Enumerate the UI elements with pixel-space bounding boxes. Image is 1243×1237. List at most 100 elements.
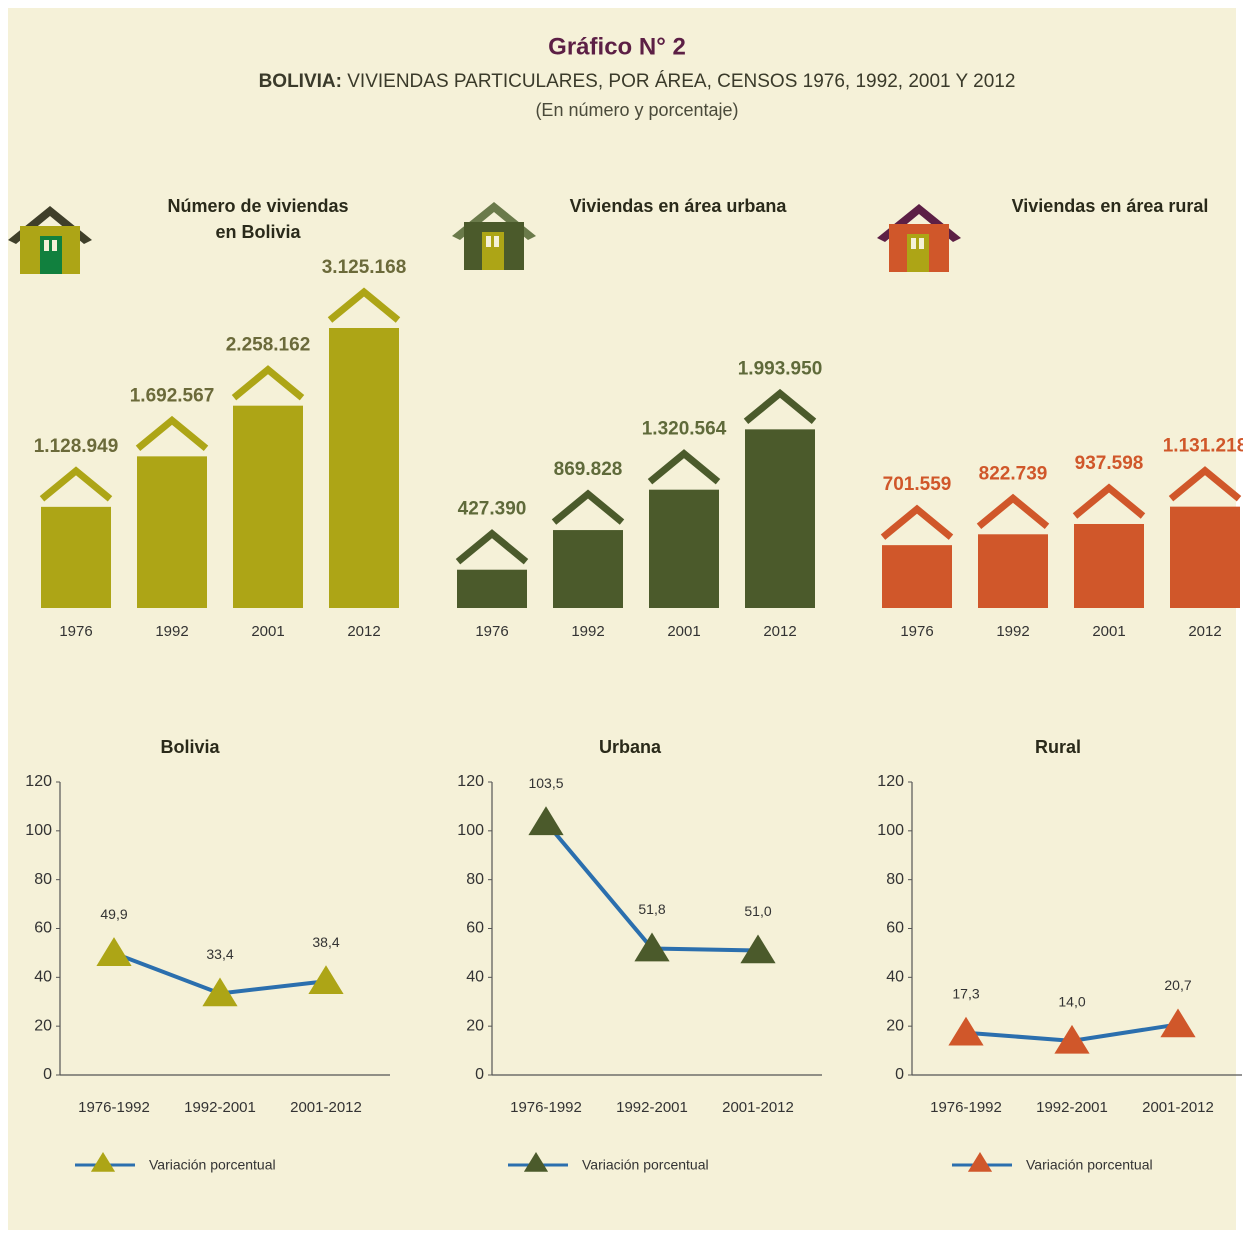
y-tick-label: 60 [886,920,904,937]
roof [327,287,401,323]
y-tick-label: 0 [895,1066,904,1083]
marker [96,937,132,966]
roof [551,489,625,525]
legend-marker [90,1152,116,1172]
y-tick-label: 40 [886,969,904,986]
chart-title: en Bolivia [215,222,301,242]
panel [8,8,1236,1230]
value-label: 1.993.950 [738,358,823,379]
point-label: 17,3 [952,985,979,1001]
bar [745,429,815,608]
legend-label: Variación porcentual [149,1157,276,1173]
house-icon [877,204,961,272]
y-tick-label: 60 [466,920,484,937]
note: (En número y porcentaje) [535,100,738,120]
x-tick-label: 1992-2001 [184,1099,256,1116]
x-tick-label: 2001 [667,623,700,640]
roof [231,365,305,401]
chart-title: Viviendas en área rural [1012,196,1209,216]
marker [1160,1008,1196,1038]
roof [135,415,209,452]
roof [976,493,1050,529]
marker [1054,1024,1090,1054]
y-tick-label: 20 [34,1017,52,1034]
roof [880,504,954,540]
roof [39,466,113,502]
x-tick-label: 1976 [900,623,933,640]
value-label: 937.598 [1075,453,1144,474]
y-tick-label: 80 [466,871,484,888]
y-tick-label: 80 [886,871,904,888]
value-label: 701.559 [883,474,952,495]
bar [41,506,111,608]
y-tick-label: 40 [34,969,52,986]
legend-marker [523,1152,549,1172]
y-tick-label: 20 [886,1017,904,1034]
x-tick-label: 2012 [763,623,796,640]
roof [1072,483,1146,519]
value-label: 822.739 [979,463,1048,484]
value-label: 427.390 [458,499,527,520]
point-label: 51,8 [638,901,665,917]
legend-label: Variación porcentual [1026,1157,1153,1173]
point-label: 103,5 [528,775,563,791]
x-tick-label: 1976-1992 [78,1099,150,1116]
point-label: 49,9 [100,906,127,922]
x-tick-label: 2001 [251,623,284,640]
marker [948,1016,984,1046]
x-tick-label: 2001-2012 [1142,1099,1214,1116]
marker [308,965,344,995]
bar [882,545,952,608]
roof [455,529,529,565]
bar [329,328,399,608]
subtitle: BOLIVIA: VIVIENDAS PARTICULARES, POR ÁRE… [259,71,1016,92]
chart-title: Rural [1035,737,1081,757]
x-tick-label: 2012 [347,623,380,640]
y-tick-label: 120 [25,773,52,790]
value-label: 1.128.949 [34,436,119,457]
y-tick-label: 0 [475,1066,484,1083]
marker [202,977,238,1007]
chart-title: Urbana [599,737,662,757]
bar [649,489,719,608]
point-label: 20,7 [1164,977,1191,993]
bar [233,405,303,608]
x-tick-label: 1976 [475,623,508,640]
title: Gráfico N° 2 [548,33,686,60]
bar [137,456,207,608]
y-tick-label: 100 [25,822,52,839]
x-tick-label: 1992 [996,623,1029,640]
x-tick-label: 1976-1992 [930,1099,1002,1116]
subtitle-bold: BOLIVIA: [259,71,342,92]
roof [743,388,817,425]
bar [1074,523,1144,608]
value-label: 2.258.162 [226,335,311,356]
value-label: 1.320.564 [642,419,727,440]
x-tick-label: 1992-2001 [1036,1099,1108,1116]
roof [1168,466,1242,502]
marker [528,806,564,836]
bar [553,530,623,608]
bar [978,534,1048,608]
chart-title: Número de viviendas [167,196,348,216]
y-tick-label: 100 [457,822,484,839]
roof [647,449,721,485]
point-label: 14,0 [1058,994,1085,1010]
x-tick-label: 2012 [1188,623,1221,640]
x-tick-label: 1992-2001 [616,1099,688,1116]
legend-marker [967,1152,993,1172]
bar [1170,506,1240,608]
x-tick-label: 1992 [155,623,188,640]
y-tick-label: 0 [43,1066,52,1083]
point-label: 51,0 [744,903,771,919]
marker [634,932,670,962]
x-tick-label: 2001-2012 [722,1099,794,1116]
house-icon [452,202,536,270]
value-label: 1.131.218 [1163,436,1243,457]
x-tick-label: 1976-1992 [510,1099,582,1116]
subtitle-text: VIVIENDAS PARTICULARES, POR ÁREA, CENSOS… [347,71,1015,92]
bar [457,569,527,608]
y-tick-label: 120 [457,773,484,790]
x-tick-label: 1976 [59,623,92,640]
